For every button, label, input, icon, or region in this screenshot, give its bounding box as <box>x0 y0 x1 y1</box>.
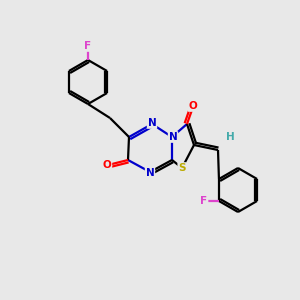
Text: N: N <box>169 132 177 142</box>
Text: F: F <box>84 41 92 51</box>
Text: N: N <box>146 168 154 178</box>
Text: H: H <box>226 132 234 142</box>
Text: S: S <box>178 163 186 173</box>
Text: F: F <box>200 196 208 206</box>
Text: O: O <box>189 101 197 111</box>
Text: O: O <box>103 160 111 170</box>
Text: N: N <box>148 118 156 128</box>
